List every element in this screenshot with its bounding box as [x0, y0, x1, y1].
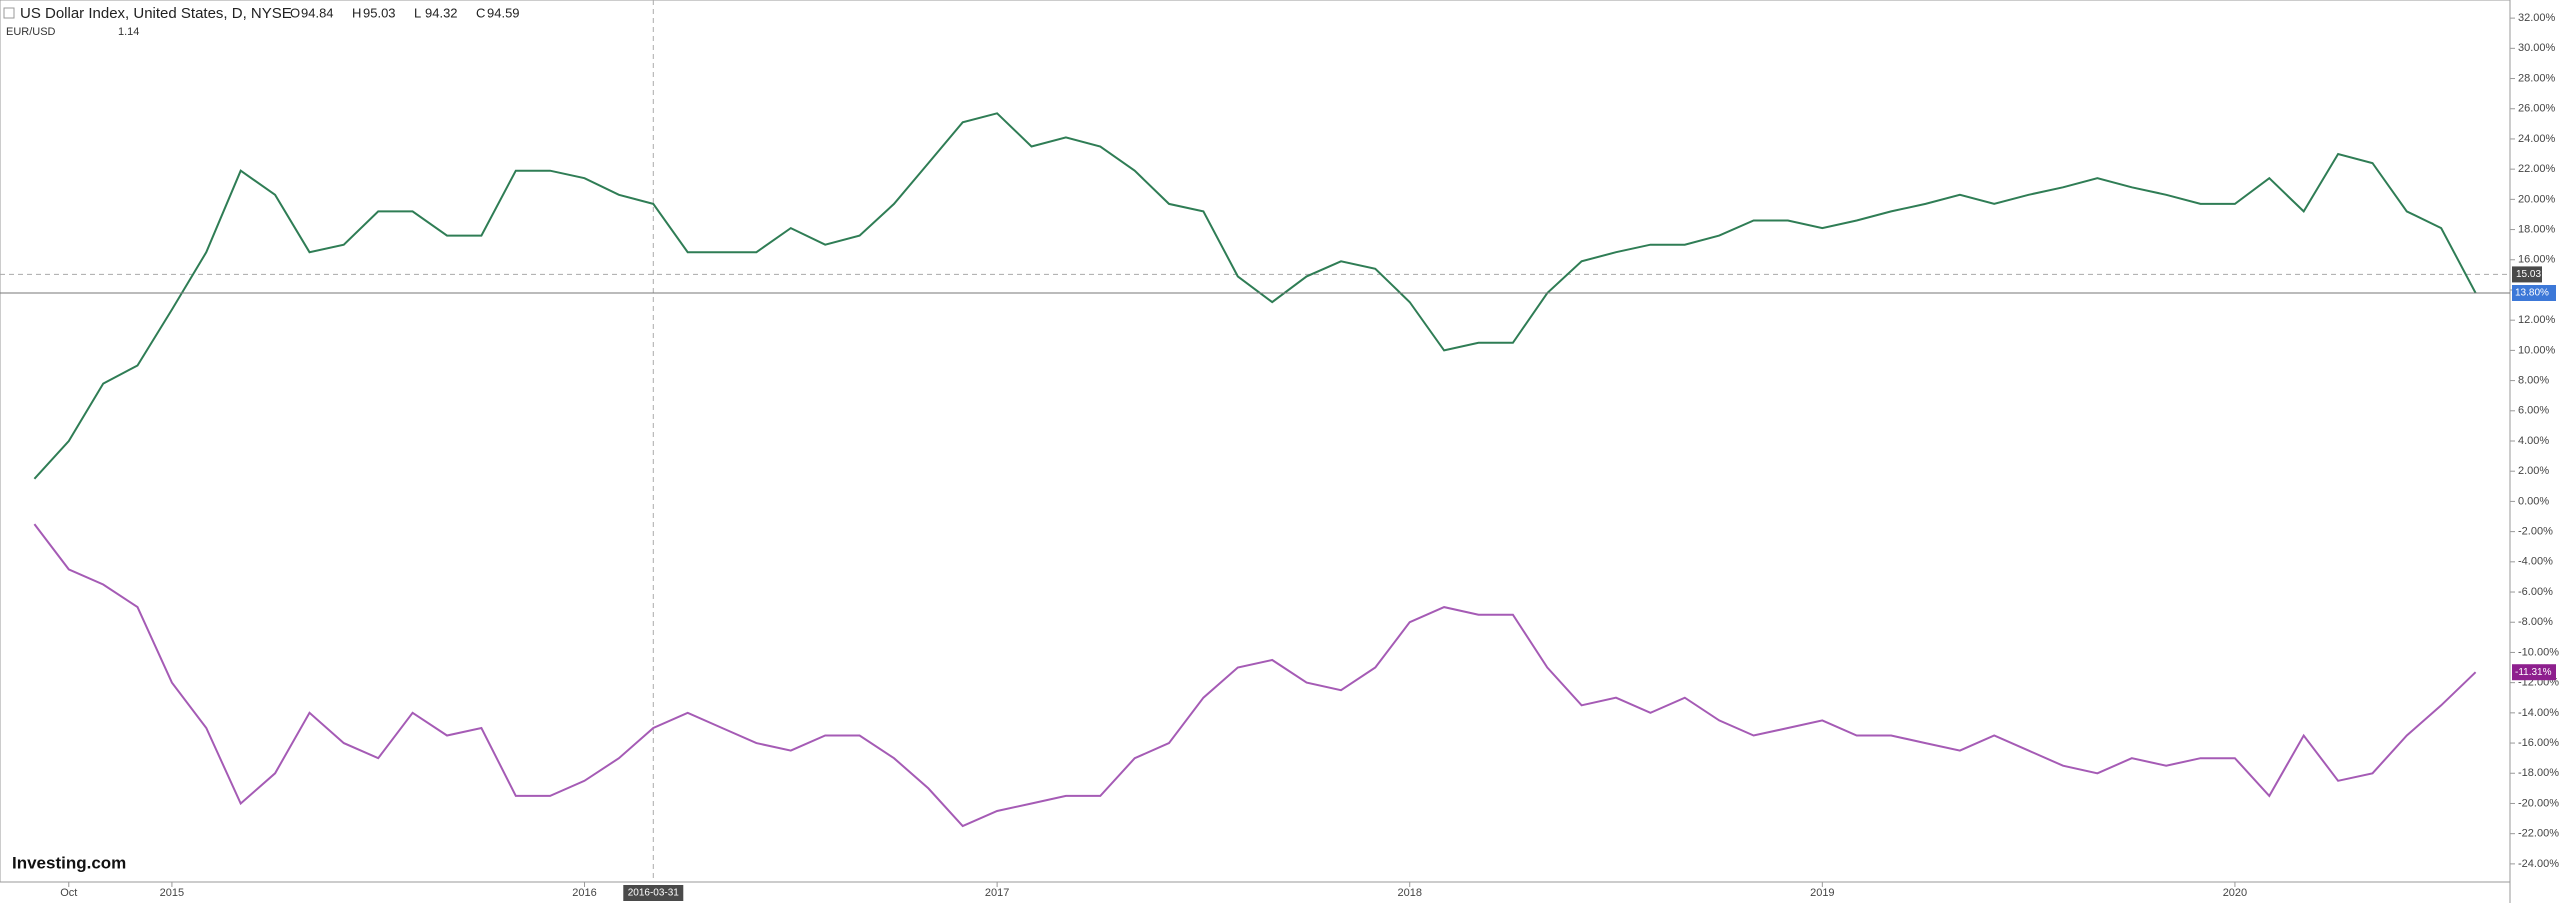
y-tick-label: -2.00% [2518, 526, 2553, 538]
y-tick-label: -20.00% [2518, 797, 2559, 809]
watermark: Investing.com [12, 853, 126, 872]
collapse-button[interactable] [3, 7, 15, 19]
y-tick-label: 2.00% [2518, 465, 2549, 477]
ohlc-value: 94.59 [487, 5, 520, 20]
x-tick-label: 2017 [985, 887, 1009, 899]
x-tick-label: 2018 [1397, 887, 1421, 899]
y-tick-label: 4.00% [2518, 435, 2549, 447]
y-tick-label: -4.00% [2518, 556, 2553, 568]
ohlc-value: 94.84 [301, 5, 334, 20]
series-line [33, 523, 2477, 828]
y-tick-label: 32.00% [2518, 12, 2556, 24]
crosshair-x-tag [623, 885, 684, 901]
y-tick-label: 6.00% [2518, 405, 2549, 417]
ohlc-key: H [352, 5, 361, 20]
y-tick-label: -24.00% [2518, 858, 2559, 870]
y-tick-label: 24.00% [2518, 133, 2556, 145]
last-value-label: -11.31% [2515, 667, 2552, 678]
crosshair-y-label: 15.03 [2516, 269, 2541, 280]
crosshair-x-label: 2016-03-31 [628, 888, 680, 899]
y-tick-label: -18.00% [2518, 767, 2559, 779]
ohlc-key: L [414, 5, 421, 20]
y-tick-label: -6.00% [2518, 586, 2553, 598]
ohlc-key: C [476, 5, 485, 20]
y-tick-label: 8.00% [2518, 374, 2549, 386]
x-tick-label: 2019 [1810, 887, 1834, 899]
y-tick-label: 30.00% [2518, 42, 2556, 54]
y-tick-label: 20.00% [2518, 193, 2556, 205]
x-tick-label: 2016 [572, 887, 596, 899]
ohlc-key: O [290, 5, 300, 20]
y-tick-label: -8.00% [2518, 616, 2553, 628]
x-tick-label: Oct [60, 887, 77, 899]
ohlc-value: 95.03 [363, 5, 396, 20]
y-tick-label: 26.00% [2518, 103, 2556, 115]
last-value-tag [2512, 284, 2556, 301]
y-tick-label: 12.00% [2518, 314, 2556, 326]
compare-name: EUR/USD [6, 26, 56, 38]
last-value-tag [2512, 664, 2556, 681]
last-value-label: 13.80% [2515, 288, 2549, 299]
x-tick-label: 2020 [2223, 887, 2247, 899]
y-tick-label: -14.00% [2518, 707, 2559, 719]
y-tick-label: 28.00% [2518, 72, 2556, 84]
plot-area [0, 0, 2511, 883]
crosshair-y-tag [2512, 266, 2542, 283]
y-tick-label: 22.00% [2518, 163, 2556, 175]
y-tick-label: -22.00% [2518, 828, 2559, 840]
ohlc-value: 94.32 [425, 5, 458, 20]
chart-title: US Dollar Index, United States, D, NYSE [20, 5, 292, 22]
y-tick-label: 18.00% [2518, 223, 2556, 235]
series-line [33, 112, 2477, 480]
y-tick-label: 0.00% [2518, 495, 2549, 507]
y-tick-label: -16.00% [2518, 737, 2559, 749]
compare-price: 1.14 [118, 26, 139, 38]
y-tick-label: -10.00% [2518, 646, 2559, 658]
y-tick-label: 16.00% [2518, 254, 2556, 266]
y-tick-label: 10.00% [2518, 344, 2556, 356]
x-tick-label: 2015 [160, 887, 184, 899]
